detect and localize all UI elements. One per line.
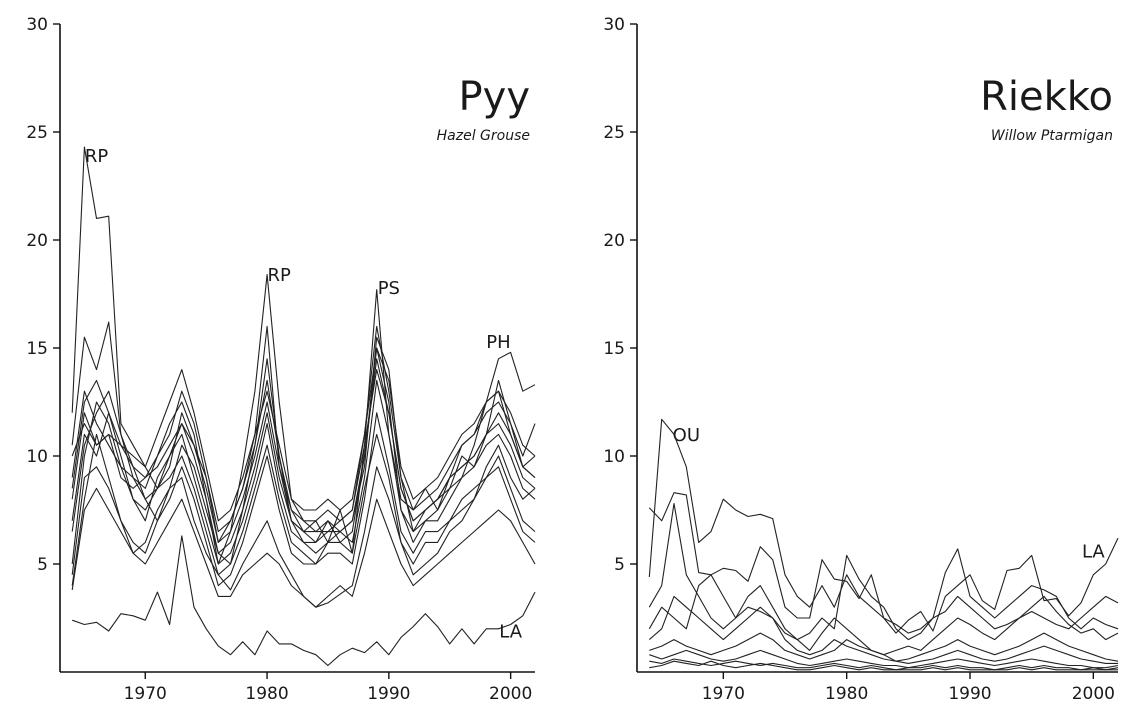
x-tick-label: 1990 — [367, 684, 410, 704]
chart-panel-riekko: Riekko Willow Ptarmigan 5 10 15 20 25 30 1970 1… — [603, 15, 1119, 704]
series-line — [71, 412, 536, 587]
y-tick-label: 25 — [603, 123, 625, 143]
y-tick-label: 10 — [603, 447, 625, 467]
x-tick-label: 2000 — [1072, 684, 1115, 704]
y-tick-label: 30 — [603, 15, 625, 35]
series-line — [71, 379, 536, 565]
x-tick-label: 1970 — [124, 684, 167, 704]
series-line — [649, 660, 1118, 671]
y-tick-label: 20 — [603, 231, 625, 251]
series-line — [649, 649, 1119, 669]
chart-subtitle: Willow Ptarmigan — [991, 128, 1113, 144]
chart-title: Pyy — [459, 74, 530, 120]
y-tick-label: 5 — [614, 555, 625, 575]
annotation-label: OU — [673, 425, 700, 446]
series-line — [71, 358, 536, 554]
y-tick-label: 10 — [26, 447, 48, 467]
chart-panel-pyy: Pyy Hazel Grouse 5 10 15 20 25 30 1970 1980 1990… — [26, 15, 536, 704]
series-line — [648, 502, 1119, 641]
annotation-label: LA — [1082, 542, 1105, 563]
x-tick-label: 1980 — [825, 684, 868, 704]
annotation-label: RP — [85, 146, 109, 167]
series-line — [71, 321, 536, 565]
series-line — [71, 487, 536, 608]
series-line — [71, 325, 536, 533]
annotation-label: LA — [499, 621, 522, 642]
annotation-label: PH — [486, 332, 510, 353]
series-line — [649, 658, 1119, 671]
series-line — [71, 347, 536, 522]
annotation-label: RP — [268, 265, 292, 286]
series-line — [648, 574, 1119, 656]
y-tick-label: 15 — [603, 339, 625, 359]
x-tick-label: 1970 — [702, 684, 745, 704]
y-tick-label: 5 — [37, 555, 48, 575]
x-tick-label: 2000 — [489, 684, 532, 704]
series-line — [648, 492, 1119, 634]
x-tick-label: 1980 — [245, 684, 288, 704]
series-line — [649, 632, 1118, 664]
y-tick-label: 20 — [26, 231, 48, 251]
y-tick-label: 30 — [26, 15, 48, 35]
x-tick-label: 1990 — [948, 684, 991, 704]
chart-subtitle: Hazel Grouse — [437, 128, 530, 144]
series-line — [71, 390, 536, 576]
series-line — [648, 595, 1119, 662]
annotation-label: PS — [378, 278, 400, 299]
y-tick-label: 15 — [26, 339, 48, 359]
series-line — [72, 535, 536, 667]
y-tick-label: 25 — [26, 123, 48, 143]
chart-title: Riekko — [980, 74, 1113, 120]
